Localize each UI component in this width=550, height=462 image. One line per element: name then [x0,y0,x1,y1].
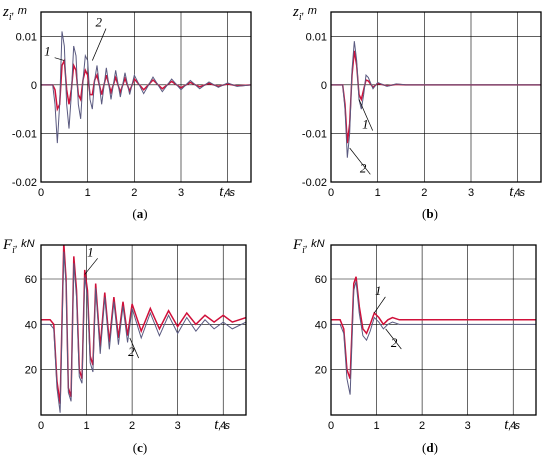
y-axis-label: Fi, kN [2,237,35,256]
series-line-2 [331,281,536,395]
y-tick-label: 0 [31,80,37,92]
y-tick-label: 0.01 [306,31,327,43]
x-tick-label: 3 [175,420,181,432]
curve-label-2: 2 [360,160,367,175]
annotation-leader [349,147,371,175]
y-tick-label: 60 [25,274,37,286]
y-tick-label: -0.01 [12,128,37,140]
x-axis-label: t, s [504,417,520,433]
annotation-leader [92,28,107,61]
x-tick-label: 0 [38,187,44,199]
curve-label-1: 1 [87,244,94,259]
series-line-1 [41,57,251,112]
x-tick-label: 1 [375,187,381,199]
annotation-leader [129,337,139,359]
curve-label-2: 2 [96,15,103,30]
x-tick-label: 2 [421,187,427,199]
x-tick-label: 0 [328,187,334,199]
panel-c: 0 1 2 3 4 20 40 60 Fi, kN t, s 1 2 (c) [2,237,247,455]
x-tick-label: 2 [129,420,135,432]
curve-label-1: 1 [362,117,369,132]
x-axis-label: t, s [214,417,230,433]
curve-label-2: 2 [391,335,398,350]
annotation-leader [373,296,386,314]
y-tick-label: 20 [25,365,37,377]
series-line-2 [331,41,541,158]
annotation-leader [385,328,402,350]
y-tick-label: 40 [25,319,37,331]
y-tick-label: -0.02 [12,177,37,189]
series-line-2 [41,31,251,144]
x-axis-label: t, s [219,184,235,200]
curve-label-1: 1 [44,44,51,59]
x-tick-label: 1 [373,420,379,432]
x-tick-label: 4 [510,420,516,432]
y-tick-label: 40 [315,319,327,331]
x-tick-label: 1 [83,420,89,432]
panel-caption: (d) [422,440,438,455]
x-tick-label: 2 [419,420,425,432]
x-tick-label: 3 [465,420,471,432]
annotation-leader [54,57,65,61]
y-axis-label: zi, m [2,4,27,23]
x-tick-label: 3 [468,187,474,199]
curve-label-1: 1 [375,283,382,298]
series-line-2 [41,251,246,413]
plot-frame [40,11,252,183]
y-tick-label: 0 [321,80,327,92]
panel-caption: (c) [133,440,147,455]
annotation-leader [84,258,98,275]
panel-caption: (a) [132,206,147,221]
y-tick-label: -0.02 [302,177,327,189]
panel-d: 0 1 2 3 4 20 40 60 Fi, kN t, s 1 2 (d) [292,237,537,455]
x-tick-label: 4 [515,187,521,199]
y-axis-label: Fi, kN [292,237,325,256]
x-axis-label: t, s [509,184,525,200]
series-line-1 [331,276,536,379]
x-tick-label: 1 [85,187,91,199]
plot-frame [330,11,542,183]
y-tick-label: 20 [315,365,327,377]
x-tick-label: 4 [225,187,231,199]
plot-frame [40,244,247,416]
x-tick-label: 0 [38,420,44,432]
x-tick-label: 3 [178,187,184,199]
annotation-leader [358,99,373,131]
panel-caption: (b) [422,206,438,221]
x-tick-label: 4 [220,420,226,432]
x-tick-label: 2 [131,187,137,199]
curve-label-2: 2 [128,344,135,359]
y-tick-label: 60 [315,274,327,286]
panel-a: 0 1 2 3 4 -0.02 -0.01 0 0.01 zi, m t, s 1 2 (a) [2,4,252,221]
y-axis-label: zi, m [292,4,317,23]
x-tick-label: 0 [328,420,334,432]
plot-frame [330,244,537,416]
y-tick-label: 0.01 [16,31,37,43]
y-tick-label: -0.01 [302,128,327,140]
